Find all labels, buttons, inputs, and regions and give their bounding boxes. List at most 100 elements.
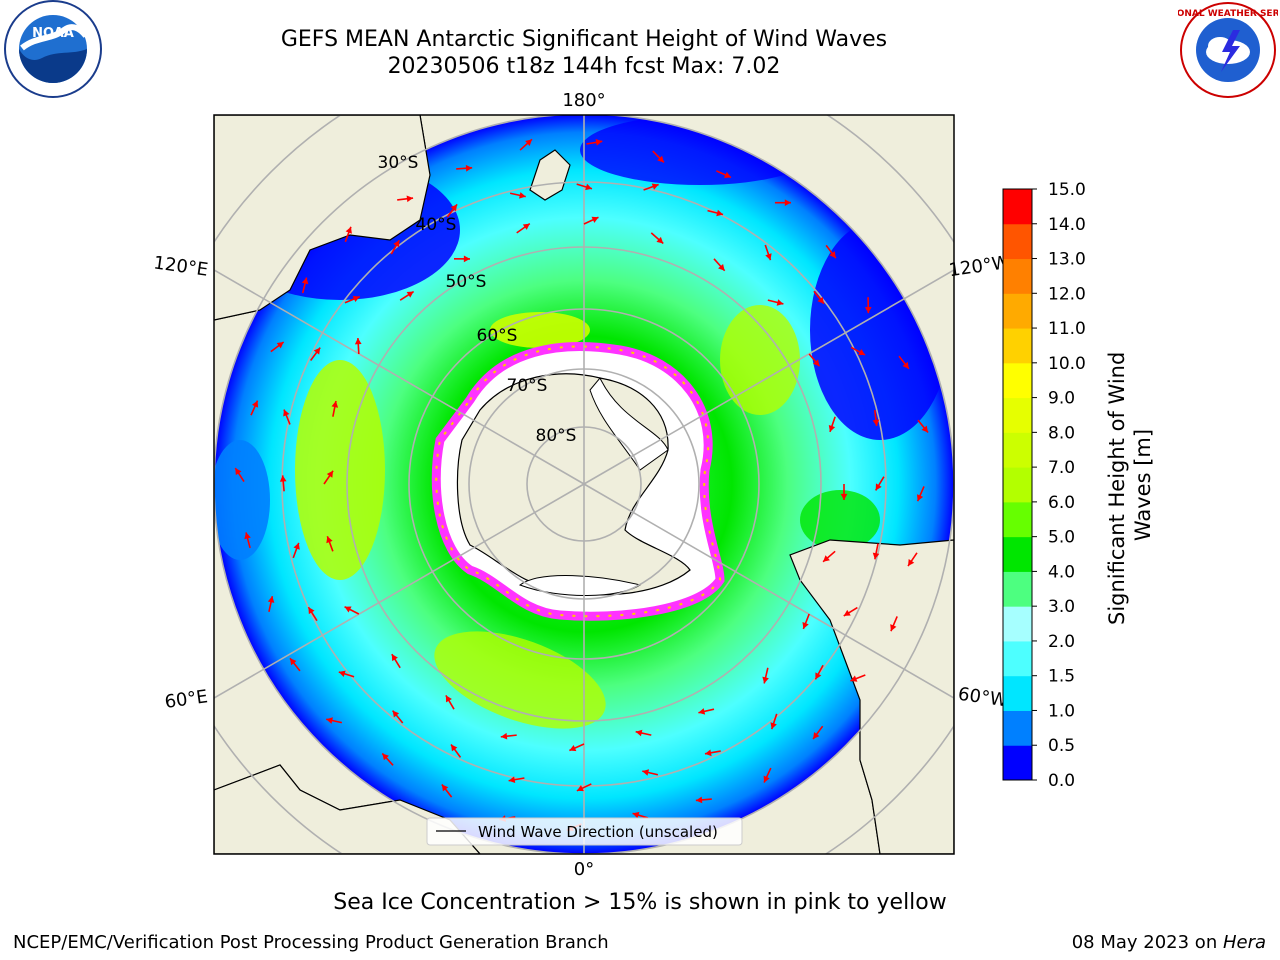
wave-direction-arrowhead bbox=[450, 204, 458, 212]
sea-ice-caption: Sea Ice Concentration > 15% is shown in … bbox=[333, 890, 947, 915]
wave-direction-arrowhead bbox=[406, 291, 414, 298]
colorbar-segment bbox=[1003, 606, 1032, 642]
lat-label-70s: 70°S bbox=[507, 376, 548, 396]
wave-direction-arrowhead bbox=[632, 811, 640, 819]
svg-text:NATIONAL WEATHER SERVICE: NATIONAL WEATHER SERVICE bbox=[1178, 9, 1278, 19]
wave-direction-arrowhead bbox=[718, 263, 725, 271]
colorbar-segment bbox=[1003, 223, 1032, 260]
wave-direction-arrowhead bbox=[770, 722, 777, 730]
wave-direction-arrowhead bbox=[921, 425, 929, 433]
graticule bbox=[214, 115, 954, 854]
wave-direction-arrowhead bbox=[864, 306, 872, 314]
wave-direction-arrowhead bbox=[522, 223, 530, 230]
colorbar-segment bbox=[1003, 328, 1032, 364]
colorbar-tick-label: 4.0 bbox=[1048, 562, 1075, 582]
wave-direction-arrowhead bbox=[251, 400, 259, 408]
wave-direction-arrowhead bbox=[724, 171, 731, 178]
lon-label-120e: 120°E bbox=[152, 252, 209, 280]
colorbar-tick-label: 15.0 bbox=[1048, 180, 1086, 200]
wave-direction-arrowhead bbox=[651, 183, 659, 190]
wave-direction-arrowhead bbox=[391, 654, 398, 662]
wave-direction-arrowhead bbox=[313, 347, 321, 355]
wave-direction-arrowhead bbox=[704, 749, 712, 757]
wave-direction-arrowhead bbox=[656, 236, 664, 244]
wave-direction-arrowhead bbox=[875, 483, 882, 491]
colorbar-tick-label: 2.0 bbox=[1048, 632, 1075, 652]
wind-wave-arrows bbox=[234, 138, 929, 832]
wave-direction-arrowhead bbox=[465, 164, 473, 172]
wave-direction-arrowhead bbox=[817, 296, 824, 304]
noaa-logo: NOAA bbox=[4, 0, 102, 98]
wave-direction-arrowhead bbox=[331, 401, 339, 408]
wave-direction-arrowhead bbox=[698, 708, 706, 715]
wave-direction-arrowhead bbox=[525, 139, 532, 146]
wave-direction-arrowhead bbox=[463, 255, 470, 263]
wave-direction-arrowhead bbox=[813, 732, 820, 740]
wave-direction-arrowhead bbox=[843, 609, 851, 616]
colorbar-tick-label: 7.0 bbox=[1048, 458, 1075, 478]
wave-direction-arrowhead bbox=[301, 277, 309, 285]
colorbar-segment bbox=[1003, 675, 1032, 711]
wave-direction-arrowhead bbox=[858, 349, 866, 355]
colorbar: 0.0 0.5 1.0 1.5 2.0 3.0 4.0 5.0 6.0 7.0 8.0 9.0 10.0… bbox=[1002, 180, 1086, 791]
wave-direction-arrowhead bbox=[279, 475, 287, 482]
colorbar-tick-label: 1.0 bbox=[1048, 701, 1075, 721]
wave-direction-arrowhead bbox=[344, 606, 352, 613]
map-legend: Wind Wave Direction (unscaled) bbox=[426, 817, 743, 846]
colorbar-tick-label: 8.0 bbox=[1048, 423, 1075, 443]
wave-direction-arrowhead bbox=[235, 468, 242, 476]
wave-direction-arrowhead bbox=[872, 552, 880, 560]
wave-direction-arrowhead bbox=[657, 155, 664, 163]
wave-direction-arrowhead bbox=[802, 621, 809, 629]
lon-label-180: 180° bbox=[562, 90, 605, 111]
wave-direction-arrowhead bbox=[569, 744, 577, 752]
colorbar-tick-label: 10.0 bbox=[1048, 354, 1086, 374]
wave-direction-arrowhead bbox=[352, 295, 360, 303]
colorbar-segment bbox=[1003, 571, 1032, 607]
wave-direction-arrowhead bbox=[326, 470, 334, 478]
footer-date: 08 May 2023 on Hera bbox=[1071, 932, 1266, 953]
wave-direction-arrowhead bbox=[815, 672, 822, 680]
nws-logo: NATIONAL WEATHER SERVICE bbox=[1178, 2, 1278, 98]
wave-direction-arrowhead bbox=[823, 555, 830, 562]
colorbar-segment bbox=[1003, 710, 1032, 746]
chart-subtitle: 20230506 t18z 144h fcst Max: 7.02 bbox=[387, 54, 781, 79]
colorbar-segment bbox=[1003, 501, 1032, 538]
wave-direction-arrowhead bbox=[445, 695, 452, 703]
colorbar-tick-label: 3.0 bbox=[1048, 597, 1075, 617]
wave-direction-arrowhead bbox=[695, 796, 703, 804]
colorbar-segment bbox=[1003, 432, 1032, 468]
wave-direction-arrowhead bbox=[244, 532, 251, 540]
wave-direction-arrowhead bbox=[267, 596, 275, 603]
wave-direction-arrowhead bbox=[872, 419, 880, 427]
wave-direction-arrowhead bbox=[382, 753, 389, 761]
wave-direction-arrowhead bbox=[762, 676, 769, 684]
svg-text:NOAA: NOAA bbox=[32, 26, 74, 41]
wave-direction-arrowhead bbox=[519, 192, 526, 199]
wave-direction-arrowhead bbox=[308, 607, 315, 615]
lat-label-50s: 50°S bbox=[446, 272, 487, 292]
footer-credit: NCEP/EMC/Verification Post Processing Pr… bbox=[13, 932, 609, 953]
colorbar-segment bbox=[1003, 745, 1032, 781]
wave-direction-arrowhead bbox=[716, 209, 724, 217]
wave-direction-arrowhead bbox=[908, 559, 915, 567]
wave-direction-arrowhead bbox=[576, 785, 584, 792]
wave-direction-arrowhead bbox=[812, 359, 820, 367]
wave-direction-arrowhead bbox=[406, 195, 414, 203]
lon-label-120w: 120°W bbox=[947, 252, 1011, 281]
colorbar-tick-label: 0.5 bbox=[1048, 736, 1075, 756]
colorbar-segment bbox=[1003, 467, 1032, 503]
colorbar-tick-label: 1.5 bbox=[1048, 667, 1075, 687]
lon-label-0: 0° bbox=[574, 859, 594, 880]
wave-direction-arrowhead bbox=[276, 342, 284, 349]
lon-label-60e: 60°E bbox=[163, 686, 209, 713]
wave-direction-arrowhead bbox=[326, 536, 333, 544]
wave-direction-arrowhead bbox=[591, 216, 599, 223]
wave-direction-arrowhead bbox=[289, 658, 297, 666]
wave-direction-arrowhead bbox=[776, 299, 784, 306]
wave-direction-arrowhead bbox=[293, 542, 300, 550]
wave-direction-arrowhead bbox=[635, 729, 643, 737]
wave-direction-arrowhead bbox=[354, 338, 362, 345]
map-frame bbox=[213, 114, 955, 855]
